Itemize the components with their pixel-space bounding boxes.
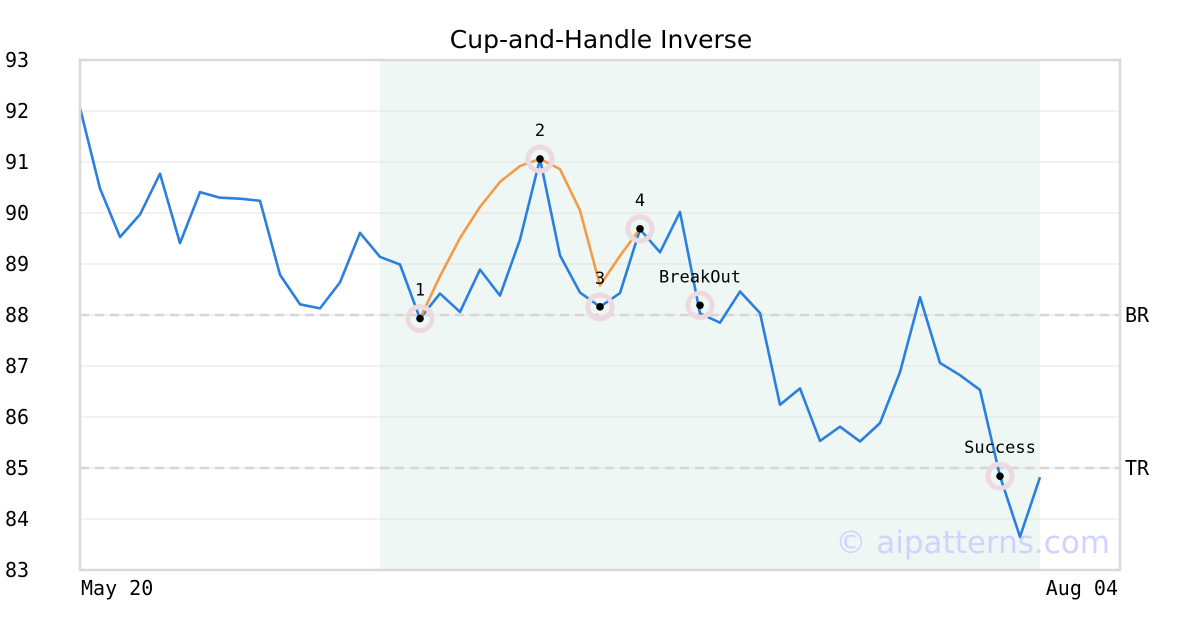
marker-dot-2 bbox=[536, 155, 544, 163]
marker-label-breakout: BreakOut bbox=[659, 267, 741, 287]
marker-label-1: 1 bbox=[415, 281, 425, 301]
plot-frame bbox=[78, 58, 1122, 572]
y-tick-label: 91 bbox=[5, 150, 29, 174]
marker-halo-1 bbox=[405, 304, 435, 334]
marker-label-4: 4 bbox=[635, 191, 645, 211]
y-tick-label: 83 bbox=[5, 558, 29, 582]
y-tick-label: 92 bbox=[5, 99, 29, 123]
y-tick-label: 84 bbox=[5, 507, 29, 531]
marker-label-2: 2 bbox=[535, 121, 545, 141]
y-tick-label: 85 bbox=[5, 456, 29, 480]
marker-halo-2 bbox=[525, 144, 555, 174]
level-label-tr: TR bbox=[1125, 456, 1150, 480]
x-axis-ticks: May 20 Aug 04 bbox=[81, 576, 1118, 600]
marker-dot-success bbox=[996, 472, 1004, 480]
y-tick-label: 88 bbox=[5, 303, 29, 327]
price-series-line bbox=[78, 107, 1042, 539]
marker-halo-4 bbox=[625, 214, 655, 244]
marker-dot-1 bbox=[416, 314, 424, 323]
marker-dot-3 bbox=[596, 303, 604, 311]
marker-label-success: Success bbox=[964, 438, 1036, 458]
y-tick-label: 87 bbox=[5, 354, 29, 378]
marker-dot-breakout bbox=[696, 301, 704, 310]
marker-halo-3 bbox=[585, 292, 615, 322]
chart-title: Cup-and-Handle Inverse bbox=[450, 25, 752, 54]
marker-dot-4 bbox=[636, 225, 644, 233]
level-label-br: BR bbox=[1125, 303, 1150, 327]
marker-label-3: 3 bbox=[595, 269, 605, 289]
level-lines: BR TR bbox=[80, 303, 1150, 480]
y-tick-label: 90 bbox=[5, 201, 29, 225]
marker-halo-success bbox=[985, 461, 1015, 491]
watermark: © aipatterns.com bbox=[835, 525, 1110, 561]
x-tick-label-end: Aug 04 bbox=[1046, 576, 1118, 600]
marker-halo-breakout bbox=[685, 290, 715, 320]
y-axis-ticks: 83 84 85 86 87 88 89 90 91 92 93 bbox=[5, 48, 29, 582]
y-tick-label: 93 bbox=[5, 48, 29, 72]
y-tick-label: 89 bbox=[5, 252, 29, 276]
y-tick-label: 86 bbox=[5, 405, 29, 429]
x-tick-label-start: May 20 bbox=[81, 576, 153, 600]
pattern-markers: 1 2 3 4 BreakOut Success bbox=[405, 121, 1036, 491]
